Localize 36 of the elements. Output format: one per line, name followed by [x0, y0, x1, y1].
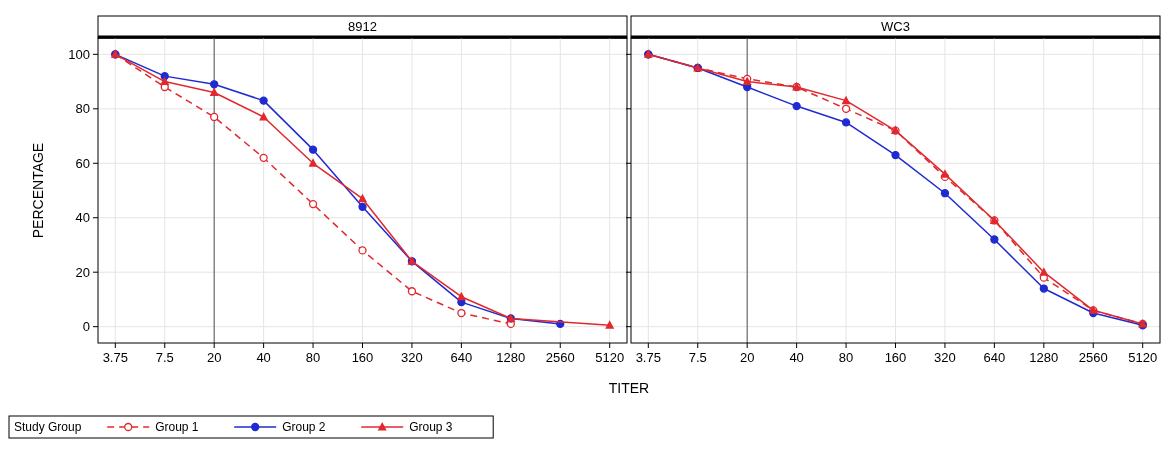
y-tick-label: 80 — [75, 101, 90, 117]
x-tick-label: 320 — [401, 350, 423, 365]
x-tick-label: 3.75 — [635, 350, 661, 365]
legend-title: Study Group — [14, 420, 82, 434]
x-tick-label: 7.5 — [155, 350, 174, 365]
y-tick-label: 100 — [68, 46, 90, 62]
x-tick-label: 640 — [450, 350, 473, 365]
x-tick-label: 20 — [739, 350, 755, 365]
y-tick-label: 20 — [75, 264, 90, 280]
y-axis-title: PERCENTAGE — [30, 142, 46, 239]
x-tick-label: 80 — [305, 350, 321, 365]
legend-label: Group 2 — [282, 420, 326, 434]
legend-label: Group 3 — [409, 420, 453, 434]
x-axis-title: TITER — [608, 380, 650, 396]
x-tick-label: 1280 — [496, 350, 526, 365]
x-tick-label: 1280 — [1029, 350, 1059, 365]
y-tick-label: 60 — [75, 155, 90, 171]
chart-title: 8912 — [348, 19, 377, 34]
x-tick-label: 40 — [256, 350, 271, 365]
x-tick-label: 80 — [838, 350, 854, 365]
x-tick-label: 2560 — [545, 350, 575, 365]
x-tick-label: 40 — [789, 350, 804, 365]
x-tick-label: 640 — [983, 350, 1006, 365]
x-tick-label: 320 — [934, 350, 956, 365]
x-tick-label: 7.5 — [688, 350, 707, 365]
x-tick-label: 5120 — [595, 350, 625, 365]
x-tick-label: 160 — [884, 350, 907, 365]
chart-title: WC3 — [881, 19, 910, 34]
legend-label: Group 1 — [155, 420, 199, 434]
x-tick-label: 2560 — [1078, 350, 1108, 365]
x-tick-label: 3.75 — [102, 350, 128, 365]
y-tick-label: 40 — [75, 210, 90, 226]
x-tick-label: 160 — [351, 350, 374, 365]
x-tick-label: 20 — [206, 350, 222, 365]
y-tick-label: 0 — [82, 319, 90, 335]
x-tick-label: 5120 — [1128, 350, 1158, 365]
